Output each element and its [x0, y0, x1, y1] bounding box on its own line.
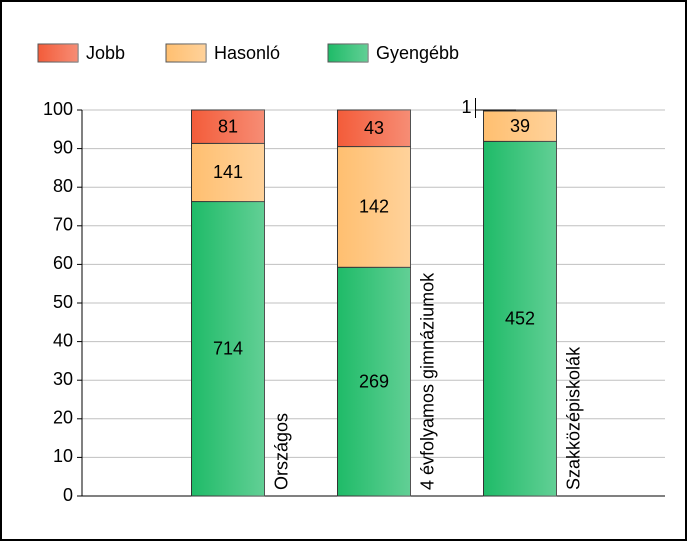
bar-shine — [337, 267, 411, 496]
bar-shine — [337, 146, 411, 268]
y-tick-label: 60 — [53, 253, 73, 273]
y-tick-label: 90 — [53, 137, 73, 157]
x-tick-label: 4 évfolyamos gimnáziumok — [417, 272, 437, 490]
data-label: 43 — [364, 118, 384, 138]
data-label: 714 — [213, 339, 243, 359]
x-tick-label: Országos — [271, 413, 291, 490]
legend-label: Hasonló — [214, 43, 280, 63]
y-tick-label: 0 — [63, 485, 73, 505]
legend-shine — [328, 44, 368, 62]
bar-shine — [483, 110, 557, 111]
data-label: 39 — [510, 116, 530, 136]
y-tick-label: 30 — [53, 369, 73, 389]
bar-shine — [191, 110, 265, 144]
legend-label: Gyengébb — [376, 43, 459, 63]
bar-shine — [483, 110, 557, 142]
bar-shine — [483, 141, 557, 496]
x-tick-label: Szakközépiskolák — [563, 346, 583, 490]
y-tick-label: 100 — [43, 99, 73, 119]
y-tick-label: 20 — [53, 408, 73, 428]
y-tick-label: 10 — [53, 446, 73, 466]
y-tick-label: 70 — [53, 215, 73, 235]
bar-shine — [337, 110, 411, 147]
data-label: 269 — [359, 371, 389, 391]
data-label: 1 — [461, 97, 471, 117]
data-label: 452 — [505, 308, 535, 328]
legend-shine — [166, 44, 206, 62]
data-label: 142 — [359, 197, 389, 217]
data-label: 81 — [218, 116, 238, 136]
bar-shine — [191, 143, 265, 202]
legend-label: Jobb — [86, 43, 125, 63]
legend-shine — [38, 44, 78, 62]
bar-shine — [191, 201, 265, 497]
data-label: 141 — [213, 162, 243, 182]
y-tick-label: 80 — [53, 176, 73, 196]
y-tick-label: 40 — [53, 330, 73, 350]
y-tick-label: 50 — [53, 292, 73, 312]
